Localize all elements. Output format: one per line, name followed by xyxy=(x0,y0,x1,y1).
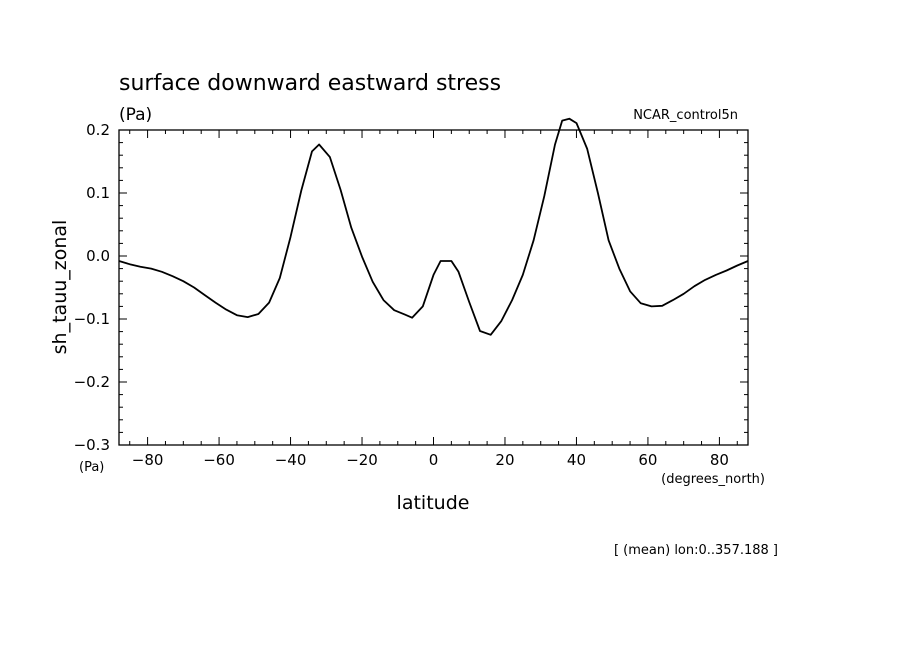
units-label: (Pa) xyxy=(119,105,152,125)
x-tick-label: 40 xyxy=(567,451,586,469)
x-tick-label: −20 xyxy=(346,451,378,469)
dataset-label: NCAR_control5n xyxy=(633,108,738,123)
series-line xyxy=(118,117,749,336)
y-tick-label: 0.1 xyxy=(86,184,110,202)
y-tick-label: −0.3 xyxy=(74,436,110,454)
x-tick-labels: −80 −60 −40 −20 0 20 40 60 80 xyxy=(132,451,729,469)
y-tick-label: 0.0 xyxy=(86,247,110,265)
x-tick-label: 20 xyxy=(495,451,514,469)
x-units: (degrees_north) xyxy=(661,472,765,487)
y-units: (Pa) xyxy=(79,460,104,475)
chart-title: surface downward eastward stress xyxy=(119,71,501,96)
y-tick-label: −0.1 xyxy=(74,310,110,328)
axis-ticks xyxy=(119,129,748,446)
x-tick-label: −40 xyxy=(275,451,307,469)
x-axis-label: latitude xyxy=(397,492,470,514)
y-tick-label: 0.2 xyxy=(86,121,110,139)
footer-note: [ (mean) lon:0..357.188 ] xyxy=(614,543,778,558)
x-tick-label: −80 xyxy=(132,451,164,469)
y-axis-label: sh_tauu_zonal xyxy=(49,220,71,355)
plot-frame xyxy=(118,129,749,446)
y-tick-label: −0.2 xyxy=(74,373,110,391)
x-tick-label: 60 xyxy=(638,451,657,469)
x-tick-label: 0 xyxy=(429,451,439,469)
plot-border xyxy=(118,129,749,446)
x-tick-label: −60 xyxy=(203,451,235,469)
y-tick-labels: −0.3 −0.2 −0.1 0.0 0.1 0.2 xyxy=(74,121,110,454)
x-tick-label: 80 xyxy=(710,451,729,469)
